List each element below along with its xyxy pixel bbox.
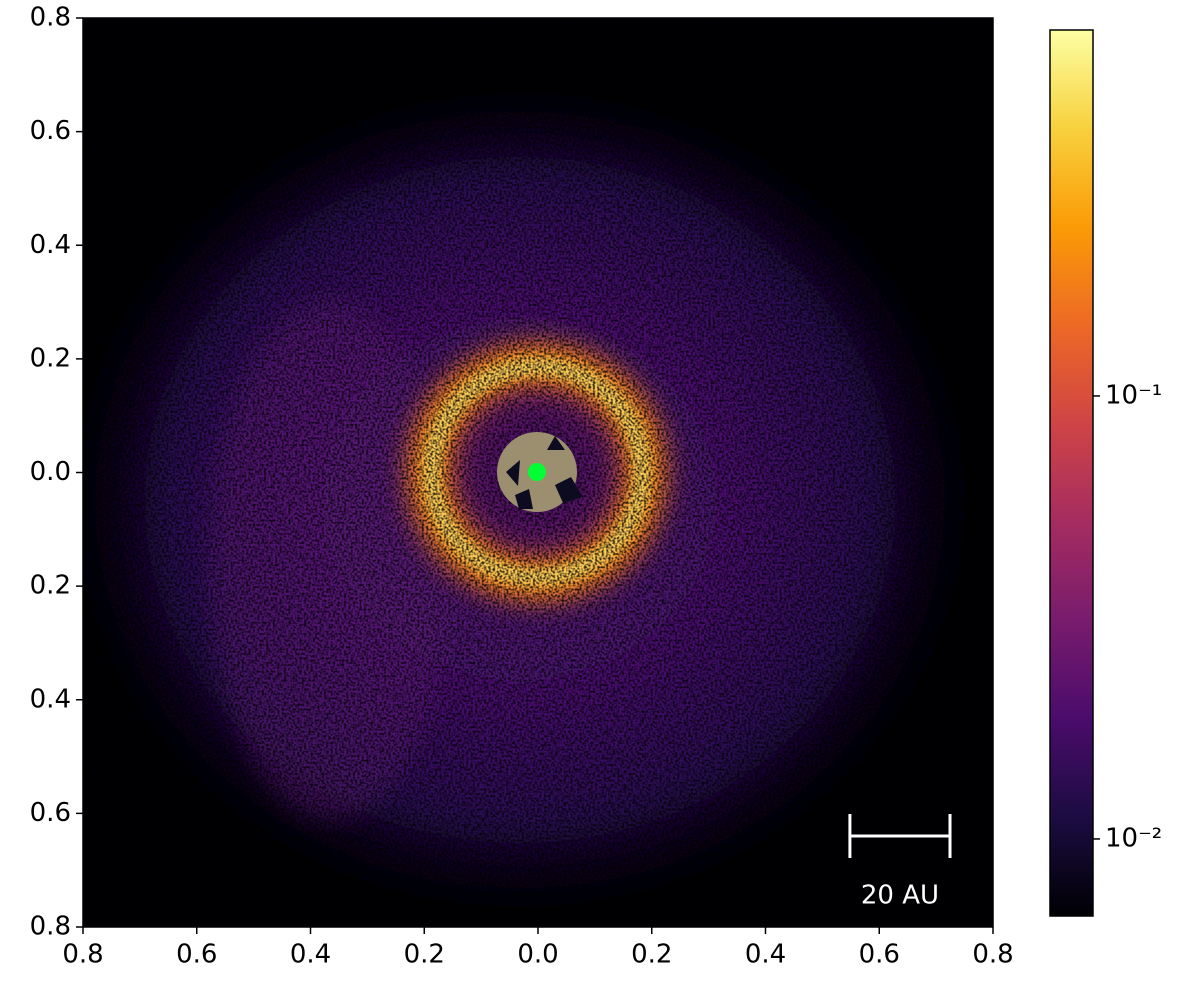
x-tick-label: 0.6 xyxy=(176,940,217,970)
x-tick-label: 0.8 xyxy=(972,940,1013,970)
image xyxy=(83,18,993,927)
y-tick-label: 0.0 xyxy=(30,457,71,487)
y-tick-label: 0.4 xyxy=(30,230,71,260)
y-tick-label: 0.8 xyxy=(30,3,71,33)
scale-bar-label: 20 AU xyxy=(861,881,939,911)
y-tick-label: 0.4 xyxy=(30,684,71,714)
x-tick-label: 0.0 xyxy=(517,940,558,970)
x-tick-label: 0.4 xyxy=(290,940,331,970)
colorbar xyxy=(1049,29,1094,917)
colorbar-tick-label: 10⁻² xyxy=(1105,823,1162,853)
x-tick-label: 0.8 xyxy=(62,940,103,970)
y-tick-label: 0.6 xyxy=(30,116,71,146)
x-tick-label: 0.2 xyxy=(631,940,672,970)
x-tick-label: 0.4 xyxy=(745,940,786,970)
y-tick-label: 0.6 xyxy=(30,798,71,828)
x-tick-label: 0.2 xyxy=(404,940,445,970)
colorbar-tick-label: 10⁻¹ xyxy=(1105,380,1162,410)
y-tick-label: 0.2 xyxy=(30,343,71,373)
x-tick-label: 0.6 xyxy=(859,940,900,970)
y-tick-label: 0.8 xyxy=(30,912,71,942)
y-tick-label: 0.2 xyxy=(30,571,71,601)
